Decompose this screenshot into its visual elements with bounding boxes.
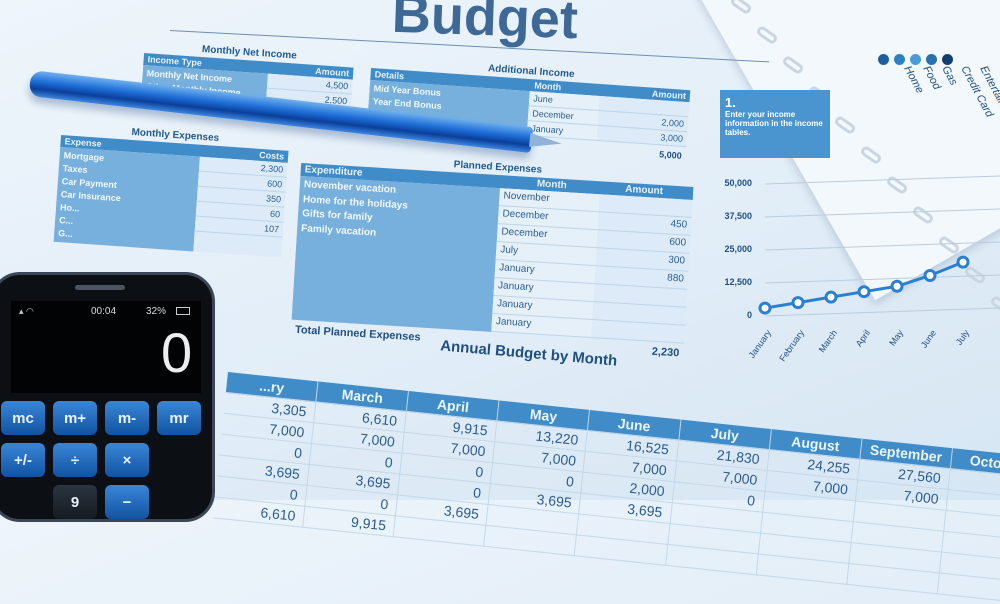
planned-expenses-table: Planned Expenses Expenditure Month Amount … [290, 150, 694, 364]
gridline [764, 175, 1000, 185]
gridline [764, 274, 1000, 284]
calculator-key-4[interactable]: +/- [1, 443, 45, 477]
calculator-key-3[interactable]: mr [157, 401, 201, 435]
signal-icon: ▴ ◠ [19, 306, 34, 316]
legend-swatch [878, 54, 889, 65]
legend-swatch [942, 54, 953, 65]
chart-plot [758, 175, 1000, 317]
annual-budget-table: ...ry March April May June July August Septembe… [212, 372, 1000, 604]
y-tick-label: 50,000 [724, 178, 752, 188]
calculator-key-0[interactable]: mc [1, 401, 45, 435]
instructions-text: Enter your income information in the inc… [725, 110, 823, 137]
data-point [758, 301, 772, 315]
data-point [857, 285, 871, 299]
data-point [824, 290, 838, 304]
legend-swatch [926, 54, 937, 65]
calculator-key-1[interactable]: m+ [53, 401, 97, 435]
data-point [956, 255, 970, 269]
legend-label: Gas [939, 64, 960, 88]
calculator-speaker [75, 285, 125, 290]
column-header: Costs [258, 149, 285, 162]
line-chart: 50,000 37,500 25,000 12,500 0 January Februar… [700, 170, 1000, 370]
total-value: 2,230 [651, 345, 680, 360]
data-point [923, 269, 937, 282]
y-tick-label: 12,500 [724, 277, 752, 287]
calculator-key-2[interactable]: m- [105, 401, 149, 435]
battery-level: 32% [146, 306, 167, 317]
calculator-key-8[interactable]: − [105, 485, 149, 519]
legend-swatch [894, 54, 905, 65]
instructions-box: 1. Enter your income information in the … [720, 90, 830, 158]
legend-swatch [910, 54, 921, 65]
gridline [764, 307, 1000, 317]
calculator-key-6[interactable]: × [105, 443, 149, 477]
gridline [764, 208, 1000, 218]
chart-legend: Entertainment Credit Card Gas Food Home [870, 40, 1000, 140]
gridline [764, 241, 1000, 251]
calculator-key-7[interactable]: 9 [53, 485, 97, 519]
clock: 00:04 [91, 306, 117, 317]
y-tick-label: 37,500 [724, 211, 752, 221]
y-tick-label: 0 [746, 310, 752, 320]
data-point [890, 279, 904, 293]
battery-icon [176, 307, 190, 315]
calculator-display: ▴ ◠ 00:04 32% 0 [11, 301, 201, 393]
monthly-expenses-table: Monthly Expenses Expense Costs Mortgage Ta… [53, 122, 290, 258]
calculator-key-5[interactable]: ÷ [53, 443, 97, 477]
calculator: ▴ ◠ 00:04 32% 0 mc m+ m-mr +/- ÷ × 9− [0, 272, 215, 522]
step-number: 1. [725, 95, 736, 110]
cell-value [937, 573, 1000, 604]
y-tick-label: 25,000 [724, 244, 752, 254]
data-point [791, 296, 805, 310]
display-value: 0 [161, 321, 193, 384]
